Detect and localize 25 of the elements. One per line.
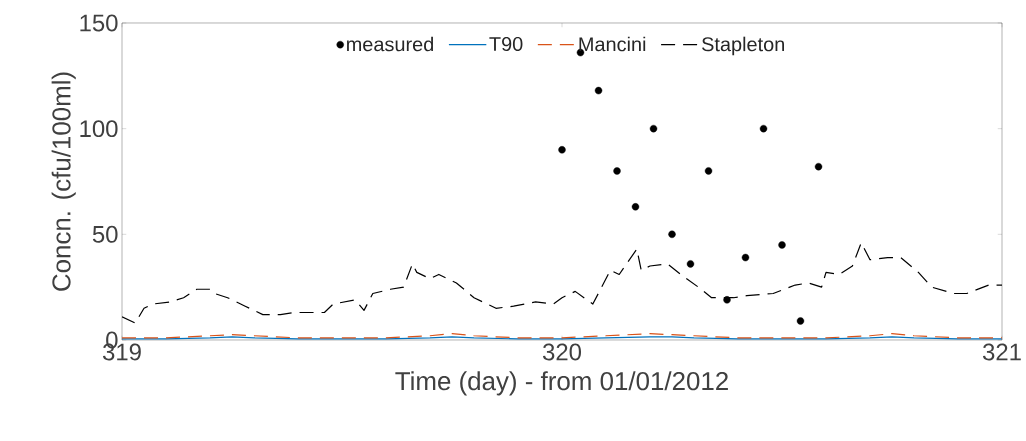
x-axis-title: Time (day) - from 01/01/2012: [395, 371, 728, 396]
legend-label: measured: [347, 36, 434, 52]
point: [704, 167, 713, 175]
point: [759, 124, 768, 133]
y-tick-label: 150: [80, 14, 118, 32]
point: [686, 260, 695, 268]
point: [649, 124, 658, 133]
y-tick-label: 100: [80, 120, 118, 138]
point: [723, 296, 731, 304]
x-tick-label: 321: [982, 343, 1021, 361]
legend-label: Stapleton: [702, 36, 784, 56]
x-tick-label: 320: [542, 343, 582, 361]
point: [631, 203, 640, 211]
point: [558, 146, 566, 154]
legend-label: Mancini: [579, 36, 646, 52]
point: [814, 162, 823, 171]
point: [741, 253, 750, 262]
point: [613, 167, 621, 175]
point: [668, 230, 676, 239]
y-axis-title: Concn. (cfu/100ml): [51, 72, 76, 291]
point: [594, 86, 603, 95]
point: [796, 317, 805, 325]
y-tick-label: 50: [92, 225, 118, 243]
legend-label: T90: [489, 36, 523, 52]
point: [778, 241, 786, 249]
